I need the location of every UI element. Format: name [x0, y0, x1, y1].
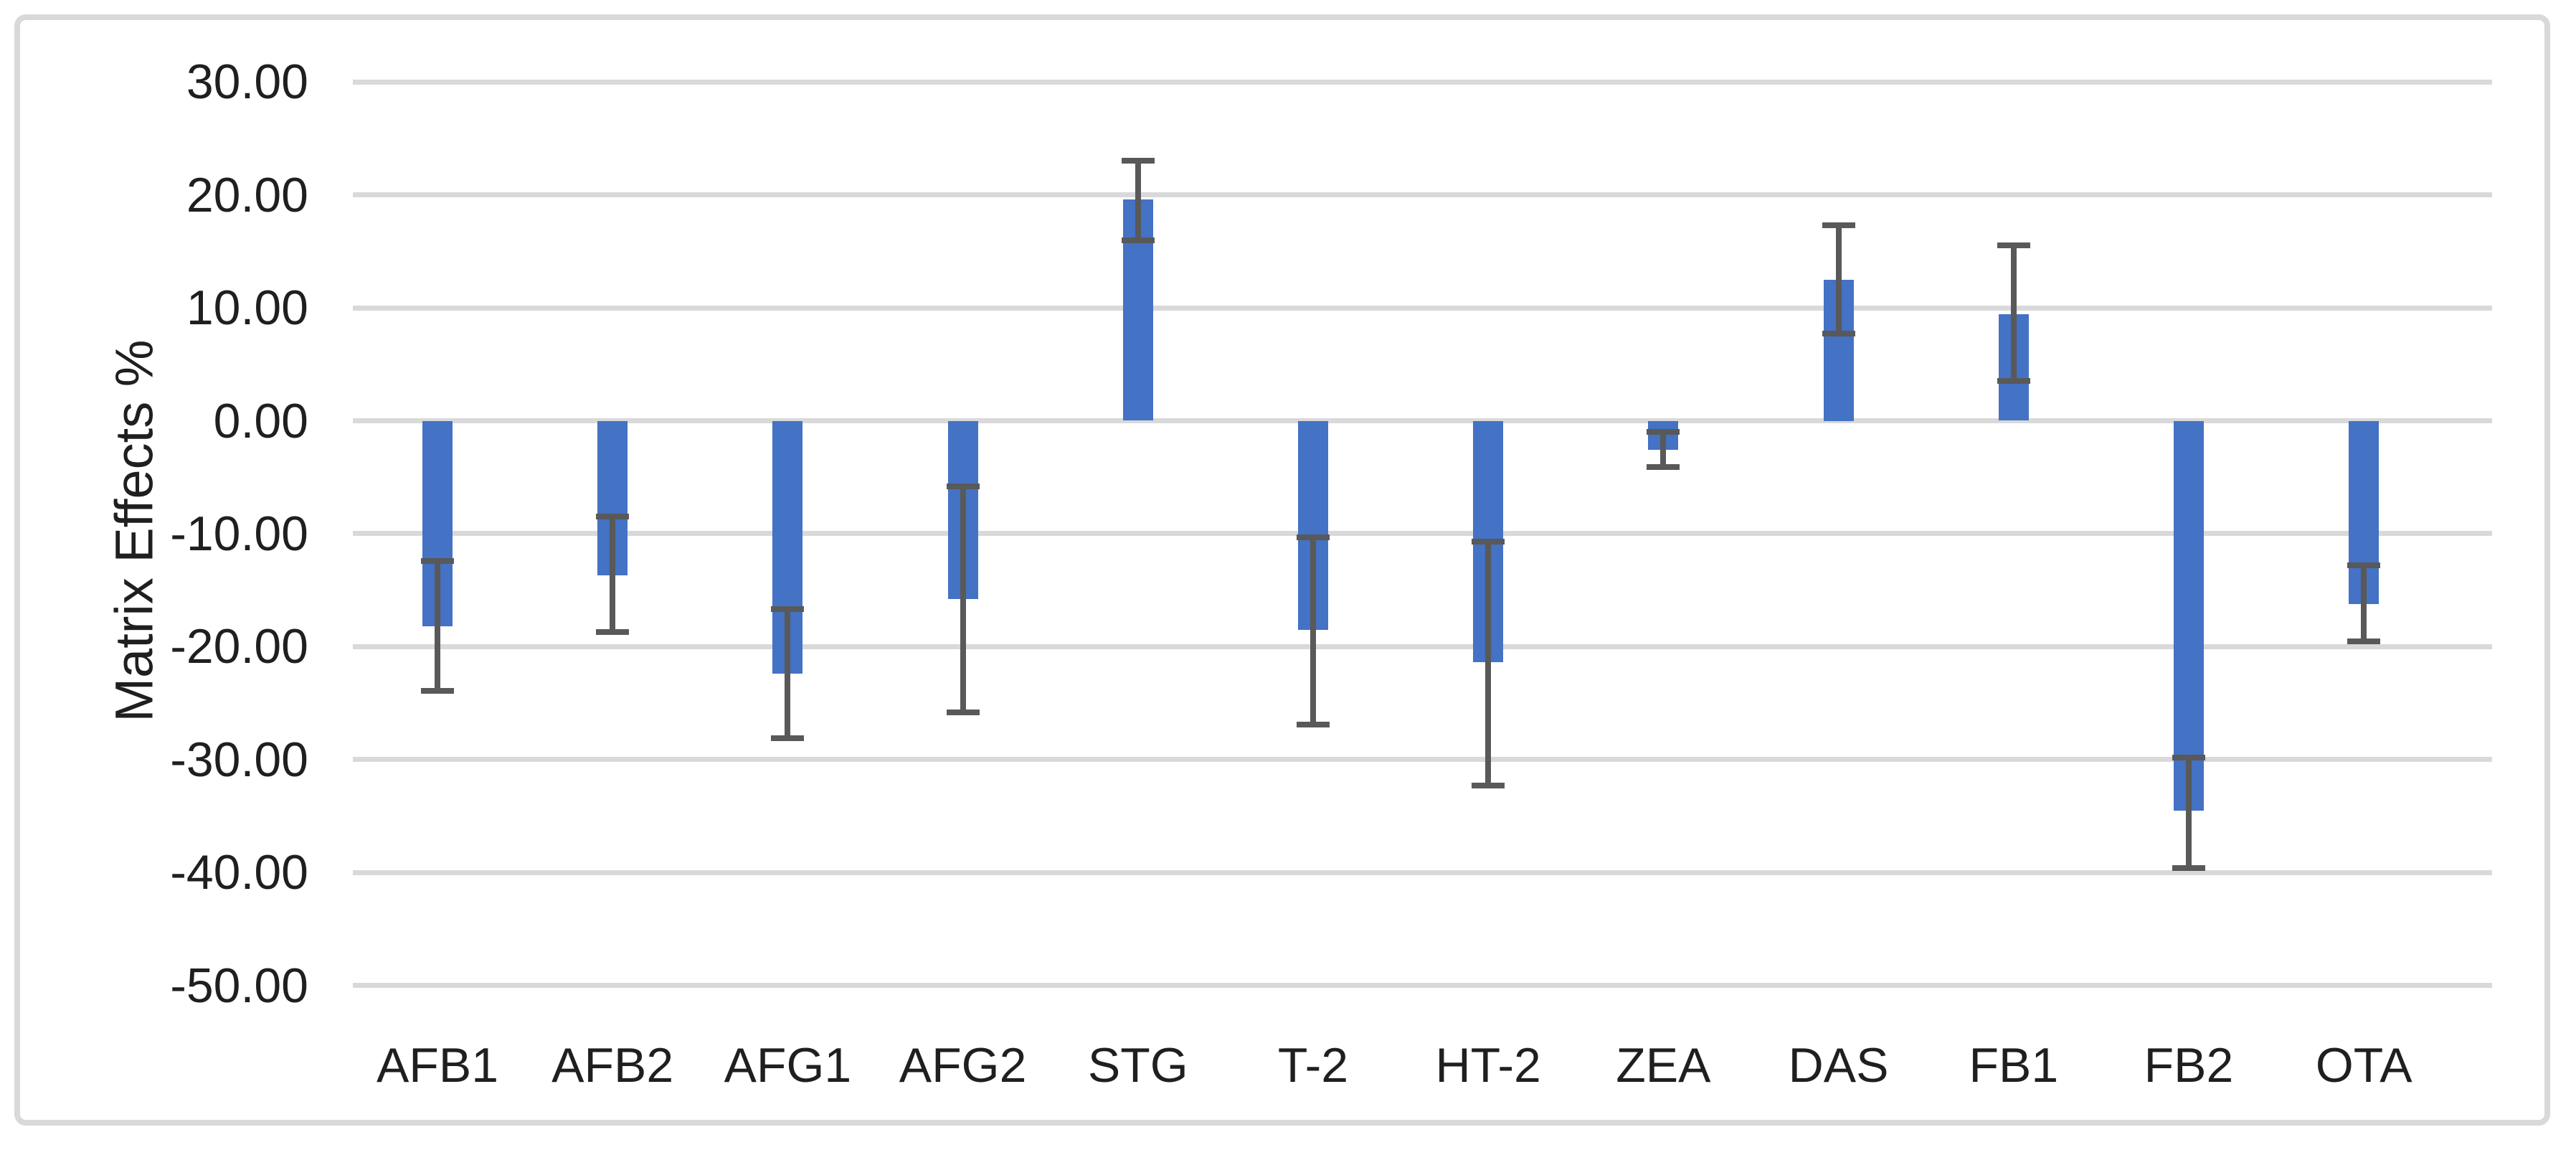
error-bar-whisker [960, 486, 966, 712]
error-bar-cap-top [421, 557, 454, 564]
error-bar-whisker [785, 609, 791, 738]
gridline [353, 305, 2492, 311]
y-axis-tick-label: 0.00 [213, 393, 308, 448]
error-bar-cap-top [596, 514, 630, 520]
x-category-label-fb1: FB1 [1969, 1038, 2059, 1093]
error-bar-cap-top [2172, 754, 2205, 760]
y-axis-tick-label: 10.00 [186, 281, 308, 336]
error-bar-cap-top [1997, 242, 2030, 249]
error-bar-cap-bottom [2347, 638, 2381, 644]
x-category-label-afb1: AFB1 [376, 1038, 499, 1093]
error-bar-cap-top [2347, 562, 2381, 569]
error-bar-cap-bottom [771, 735, 805, 741]
error-bar-cap-bottom [1822, 331, 1855, 337]
gridline [353, 418, 2492, 423]
x-category-label-ota: OTA [2315, 1038, 2412, 1093]
x-category-label-fb2: FB2 [2144, 1038, 2234, 1093]
error-bar-cap-top [1297, 534, 1330, 540]
error-bar-cap-bottom [1121, 237, 1155, 243]
gridline [353, 79, 2492, 85]
gridline [353, 869, 2492, 875]
error-bar-cap-bottom [946, 709, 980, 715]
chart-border-frame [14, 14, 2550, 1126]
y-axis-tick-label: -10.00 [170, 506, 308, 561]
y-axis-tick-label: 20.00 [186, 167, 308, 222]
error-bar-whisker [2361, 565, 2367, 641]
error-bar-cap-bottom [421, 687, 454, 694]
error-bar-cap-top [946, 483, 980, 489]
y-axis-tick-label: -40.00 [170, 845, 308, 900]
gridline [353, 983, 2492, 989]
error-bar-cap-bottom [1647, 464, 1680, 471]
y-axis-tick-label: -50.00 [170, 958, 308, 1013]
error-bar-cap-top [1121, 158, 1155, 164]
error-bar-cap-bottom [1472, 783, 1505, 789]
x-category-label-afg1: AFG1 [724, 1038, 852, 1093]
x-category-label-t-2: T-2 [1277, 1038, 1349, 1093]
error-bar-cap-top [1647, 429, 1680, 435]
y-axis-tick-label: 30.00 [186, 55, 308, 110]
error-bar-whisker [435, 560, 440, 691]
x-category-label-das: DAS [1788, 1038, 1889, 1093]
error-bar-whisker [1835, 225, 1842, 334]
error-bar-cap-top [771, 606, 805, 613]
error-bar-cap-bottom [2172, 865, 2205, 871]
gridline [353, 757, 2492, 763]
y-axis-tick-label: -30.00 [170, 732, 308, 787]
error-bar-cap-top [1472, 538, 1505, 545]
x-category-label-afg2: AFG2 [899, 1038, 1027, 1093]
error-bar-whisker [2186, 757, 2192, 868]
x-category-label-ht-2: HT-2 [1435, 1038, 1541, 1093]
error-bar-cap-bottom [1997, 378, 2030, 385]
y-axis-tick-label: -20.00 [170, 619, 308, 674]
error-bar-whisker [1660, 432, 1667, 468]
x-category-label-zea: ZEA [1616, 1038, 1711, 1093]
x-category-label-afb2: AFB2 [551, 1038, 674, 1093]
gridline [353, 192, 2492, 198]
error-bar-whisker [1310, 537, 1316, 725]
gridline [353, 644, 2492, 649]
error-bar-whisker [1135, 161, 1141, 240]
error-bar-cap-bottom [596, 628, 630, 635]
error-bar-whisker [610, 517, 616, 632]
error-bar-whisker [2010, 245, 2017, 382]
error-bar-whisker [1485, 541, 1492, 786]
bar-fb2 [2174, 420, 2204, 811]
error-bar-cap-top [1822, 222, 1855, 229]
gridline [353, 531, 2492, 537]
x-category-label-stg: STG [1087, 1038, 1188, 1093]
error-bar-cap-bottom [1297, 722, 1330, 728]
